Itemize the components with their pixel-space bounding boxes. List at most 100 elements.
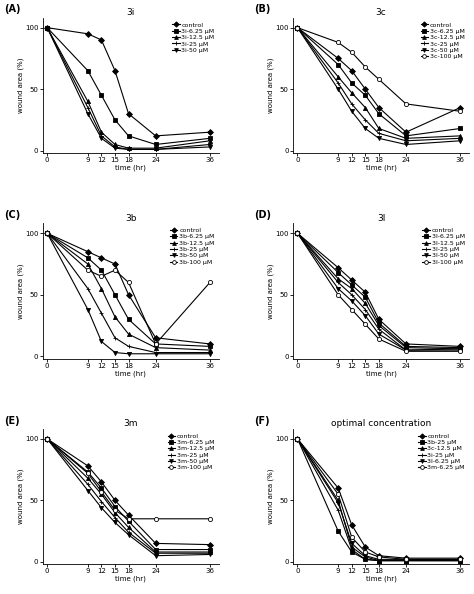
3m-25 μM [207,549,213,557]
3l-6.25 μM [335,269,341,276]
Line: 3c-12.5 μM: 3c-12.5 μM [295,26,462,140]
Line: 3c-50 μM: 3c-50 μM [295,26,462,147]
3l-12.5 μM [376,322,382,329]
3l-25 μM [363,306,368,313]
3l-50 μM [403,346,409,353]
3b-25 μM [376,557,382,564]
3c-12.5 μM [457,132,463,140]
3b-25 μM [99,309,104,317]
3i-12.5 μM [153,144,158,151]
control [376,552,382,560]
X-axis label: time (hr): time (hr) [365,165,397,171]
3b-12.5 μM [85,260,91,267]
Line: 3c-6.25 μM: 3c-6.25 μM [295,26,462,138]
Line: 3i-25 μM: 3i-25 μM [45,26,212,151]
3m-100 μM [126,515,131,522]
3c-50 μM [363,125,368,132]
3l-25 μM [349,291,355,298]
3l-50 μM [457,346,463,353]
3i-6.25 μM [126,132,131,140]
Line: 3i-50 μM: 3i-50 μM [45,26,212,151]
Line: 3m-25 μM: 3m-25 μM [45,437,212,555]
Text: (D): (D) [254,210,271,220]
3b-100 μM [99,273,104,280]
control [112,260,118,267]
Title: optimal concentration: optimal concentration [331,419,431,428]
3c-12.5 μM [363,554,368,561]
3c-12.5 μM [335,497,341,504]
3b-100 μM [126,279,131,286]
3c-25 μM [295,24,301,31]
Legend: control, 3b-25 μM, 3c-12.5 μM, 3i-25 μM, 3l-6.25 μM, 3m-6.25 μM: control, 3b-25 μM, 3c-12.5 μM, 3i-25 μM,… [417,432,466,472]
3c-6.25 μM [376,110,382,117]
3l-12.5 μM [349,285,355,292]
control [376,104,382,111]
3i-12.5 μM [126,144,131,151]
3m-12.5 μM [99,491,104,498]
control [85,462,91,469]
3m-12.5 μM [112,509,118,516]
3m-25 μM [153,549,158,557]
3c-12.5 μM [457,557,463,564]
3b-50 μM [153,350,158,358]
3m-100 μM [85,470,91,477]
3b-25 μM [85,285,91,292]
3i-25 μM [457,557,463,564]
Title: 3c: 3c [376,8,386,17]
3m-50 μM [85,487,91,494]
3l-12.5 μM [403,344,409,351]
Y-axis label: wound area (%): wound area (%) [17,469,24,525]
3b-6.25 μM [207,343,213,350]
3m-50 μM [126,531,131,538]
3b-6.25 μM [85,254,91,261]
3b-25 μM [207,349,213,356]
Line: 3l-6.25 μM: 3l-6.25 μM [295,437,462,561]
control [99,36,104,43]
3i-25 μM [45,24,50,31]
Line: 3c-25 μM: 3c-25 μM [295,26,462,143]
3i-6.25 μM [99,91,104,99]
3c-25 μM [363,116,368,124]
3c-50 μM [403,141,409,148]
Line: 3l-50 μM: 3l-50 μM [295,231,462,352]
3b-25 μM [112,334,118,342]
3l-6.25 μM [335,499,341,506]
3l-12.5 μM [335,275,341,282]
3i-25 μM [112,143,118,150]
3m-12.5 μM [207,548,213,555]
3m-12.5 μM [45,435,50,443]
X-axis label: time (hr): time (hr) [115,576,146,582]
3m-100 μM [45,435,50,443]
3b-50 μM [126,350,131,358]
Line: 3l-25 μM: 3l-25 μM [295,231,462,352]
3i-6.25 μM [112,116,118,124]
3c-12.5 μM [295,435,301,443]
Line: 3b-100 μM: 3b-100 μM [45,231,212,346]
3l-50 μM [349,298,355,305]
control [376,316,382,323]
Title: 3m: 3m [124,419,138,428]
3i-50 μM [99,135,104,142]
3l-12.5 μM [295,230,301,237]
3b-25 μM [349,548,355,555]
control [295,230,301,237]
3b-100 μM [153,340,158,347]
Line: 3m-100 μM: 3m-100 μM [45,437,212,521]
3i-12.5 μM [85,98,91,105]
3m-6.25 μM [295,435,301,443]
Line: 3i-12.5 μM: 3i-12.5 μM [45,26,212,150]
Line: control: control [45,26,212,138]
3c-25 μM [457,135,463,142]
3l-6.25 μM [349,540,355,547]
3l-100 μM [403,347,409,355]
Text: (E): (E) [4,416,19,425]
Line: 3b-12.5 μM: 3b-12.5 μM [45,231,212,352]
3m-6.25 μM [363,548,368,555]
control [457,555,463,562]
3i-6.25 μM [45,24,50,31]
3i-25 μM [335,507,341,514]
Line: control: control [45,437,212,546]
Legend: control, 3i-6.25 μM, 3i-12.5 μM, 3i-25 μM, 3i-50 μM: control, 3i-6.25 μM, 3i-12.5 μM, 3i-25 μ… [171,21,216,54]
Title: 3l: 3l [377,214,385,223]
3l-25 μM [376,326,382,333]
